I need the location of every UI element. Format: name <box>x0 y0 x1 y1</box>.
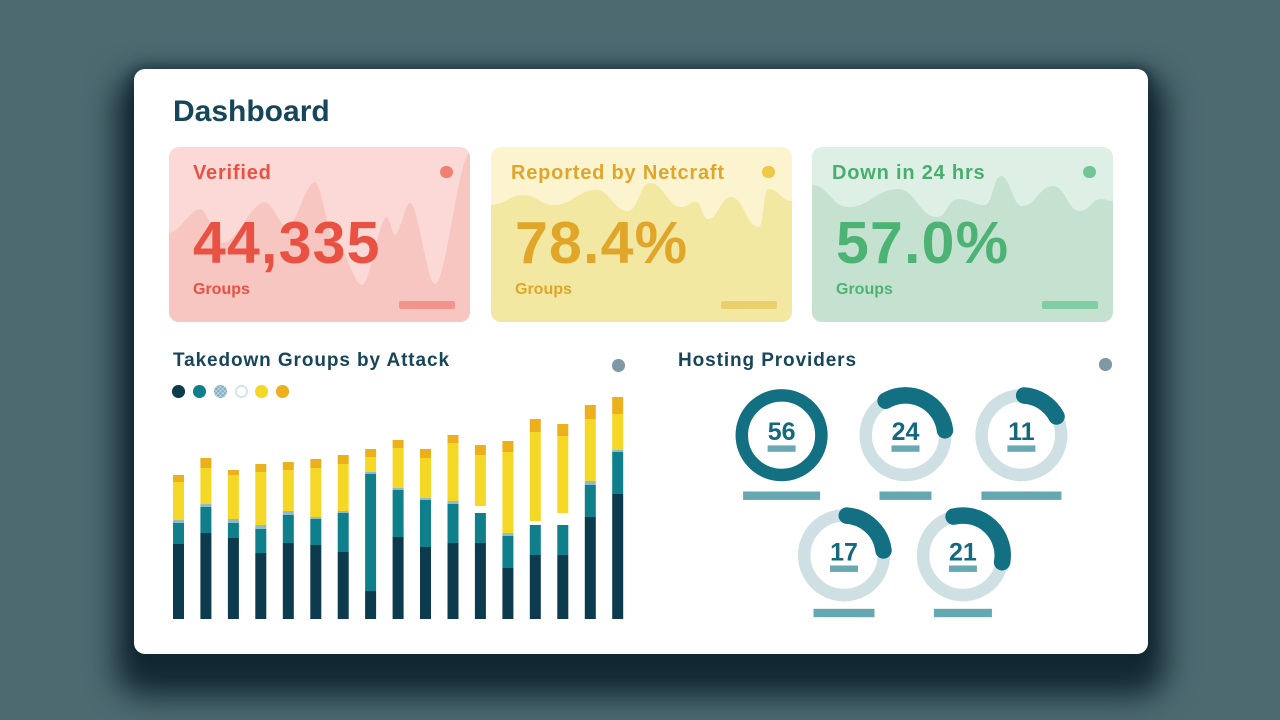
svg-text:21: 21 <box>949 538 977 566</box>
svg-text:24: 24 <box>892 418 920 446</box>
svg-text:56: 56 <box>768 418 796 446</box>
svg-text:17: 17 <box>830 538 858 566</box>
svg-text:11: 11 <box>1008 418 1035 446</box>
